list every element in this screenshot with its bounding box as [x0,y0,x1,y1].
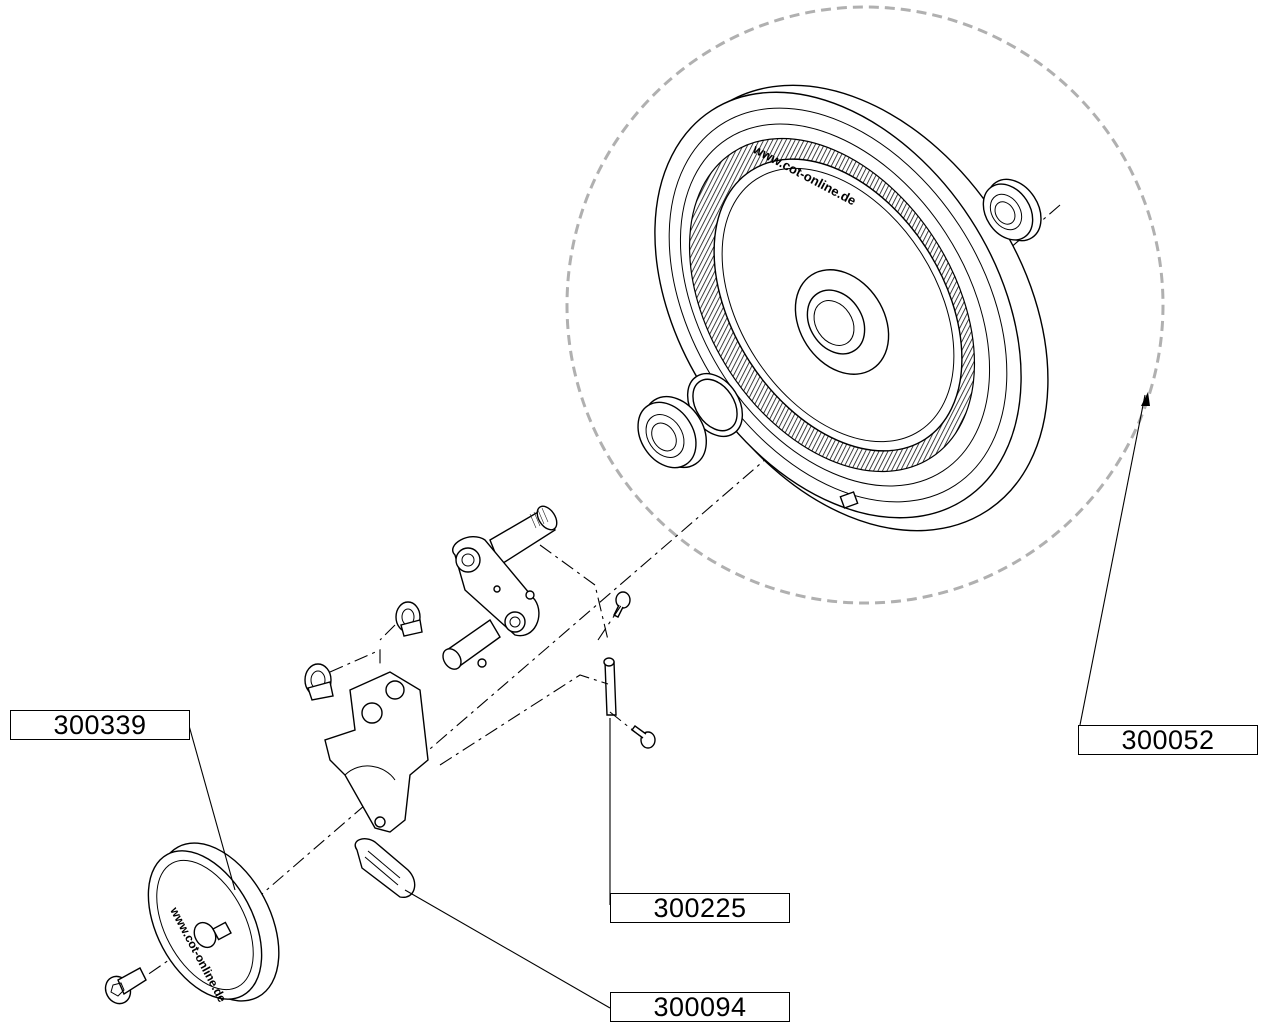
screw-bottom [631,725,656,749]
assembly-line-3 [609,711,641,737]
assembly-line-6 [379,624,396,641]
assembly-line-1 [539,544,609,641]
highlight-circle [565,5,1165,605]
rear-bearing [982,178,1042,242]
arrowhead-300052 [1141,392,1150,406]
pedal-pad [354,838,416,898]
leader-300094 [404,889,611,1009]
brake-lever [324,671,429,833]
leader-300339 [187,721,236,891]
small-wheel: www.cot-online.de [147,842,280,1005]
pivot-pin [442,618,501,670]
callout-300339: 300339 [10,710,190,740]
assembly-line-4 [439,674,609,766]
callout-300094: 300094 [610,992,790,1022]
assembly-line-2 [597,603,623,641]
large-wheel: www.cot-online.de [654,84,1049,532]
front-bearing [637,395,708,469]
wheel-screw [104,967,147,1005]
bush-lower [304,663,334,701]
bush-upper [395,601,423,637]
callout-300052: 300052 [1078,725,1258,755]
callout-300225: 300225 [610,893,790,923]
leader-300052 [1079,394,1146,726]
axle-arm [452,505,558,637]
screw-top [613,591,631,618]
long-pin [603,657,617,716]
assembly-line-5 [329,649,381,673]
